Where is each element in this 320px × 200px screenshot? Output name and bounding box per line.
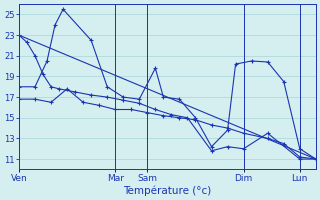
X-axis label: Température (°c): Température (°c) [123, 185, 212, 196]
